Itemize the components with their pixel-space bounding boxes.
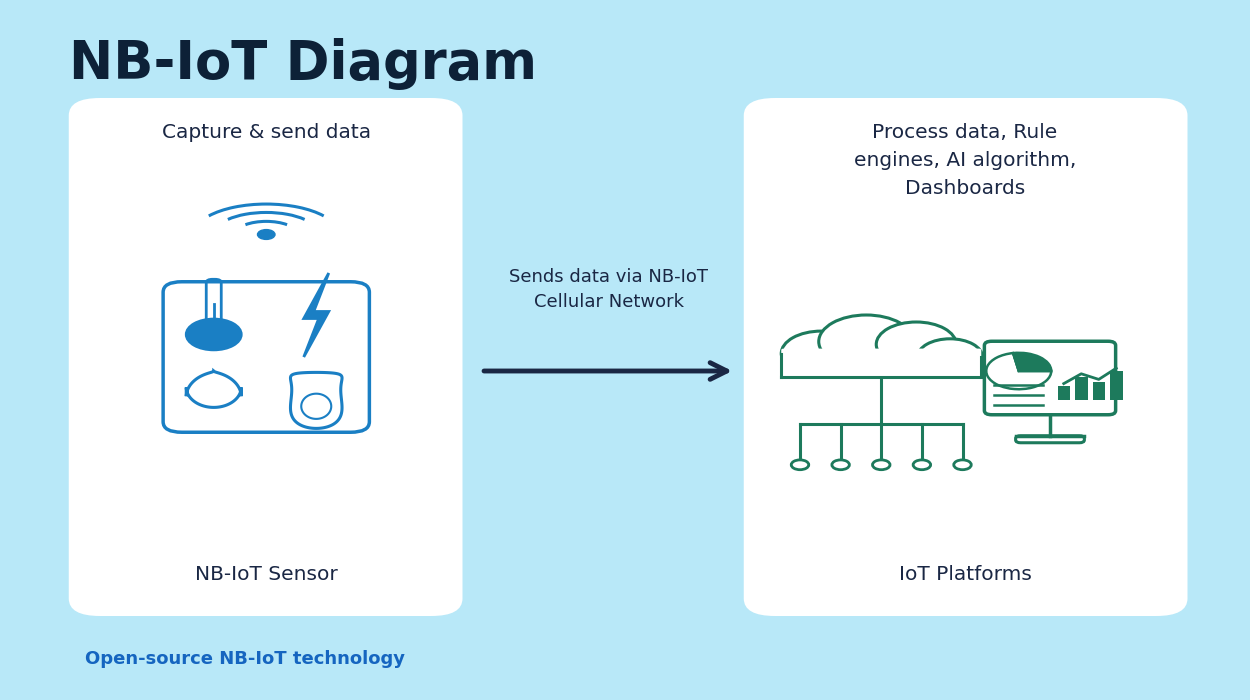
Circle shape [258, 230, 275, 239]
Text: NB-IoT Diagram: NB-IoT Diagram [69, 38, 536, 90]
Polygon shape [304, 273, 329, 357]
Circle shape [918, 339, 982, 375]
Text: NB-IoT Sensor: NB-IoT Sensor [195, 566, 338, 584]
Circle shape [781, 331, 861, 376]
Text: Capture & send data: Capture & send data [161, 122, 371, 141]
Text: Process data, Rule
engines, AI algorithm,
Dashboards: Process data, Rule engines, AI algorithm… [854, 122, 1076, 197]
Circle shape [791, 460, 809, 470]
Bar [1110, 371, 1122, 400]
Circle shape [832, 460, 850, 470]
Circle shape [819, 315, 914, 368]
Wedge shape [1013, 353, 1051, 371]
Circle shape [876, 322, 956, 367]
Circle shape [186, 319, 241, 350]
Circle shape [912, 460, 930, 470]
FancyBboxPatch shape [69, 98, 462, 616]
FancyBboxPatch shape [744, 98, 1188, 616]
Text: Open-source NB-IoT technology: Open-source NB-IoT technology [85, 650, 405, 668]
Bar [1075, 377, 1088, 400]
Bar [1058, 386, 1070, 400]
Circle shape [872, 460, 890, 470]
Circle shape [954, 460, 971, 470]
Text: Sends data via NB-IoT
Cellular Network: Sends data via NB-IoT Cellular Network [509, 269, 709, 312]
FancyBboxPatch shape [781, 349, 981, 377]
Text: IoT Platforms: IoT Platforms [899, 566, 1031, 584]
Bar [1092, 382, 1105, 400]
